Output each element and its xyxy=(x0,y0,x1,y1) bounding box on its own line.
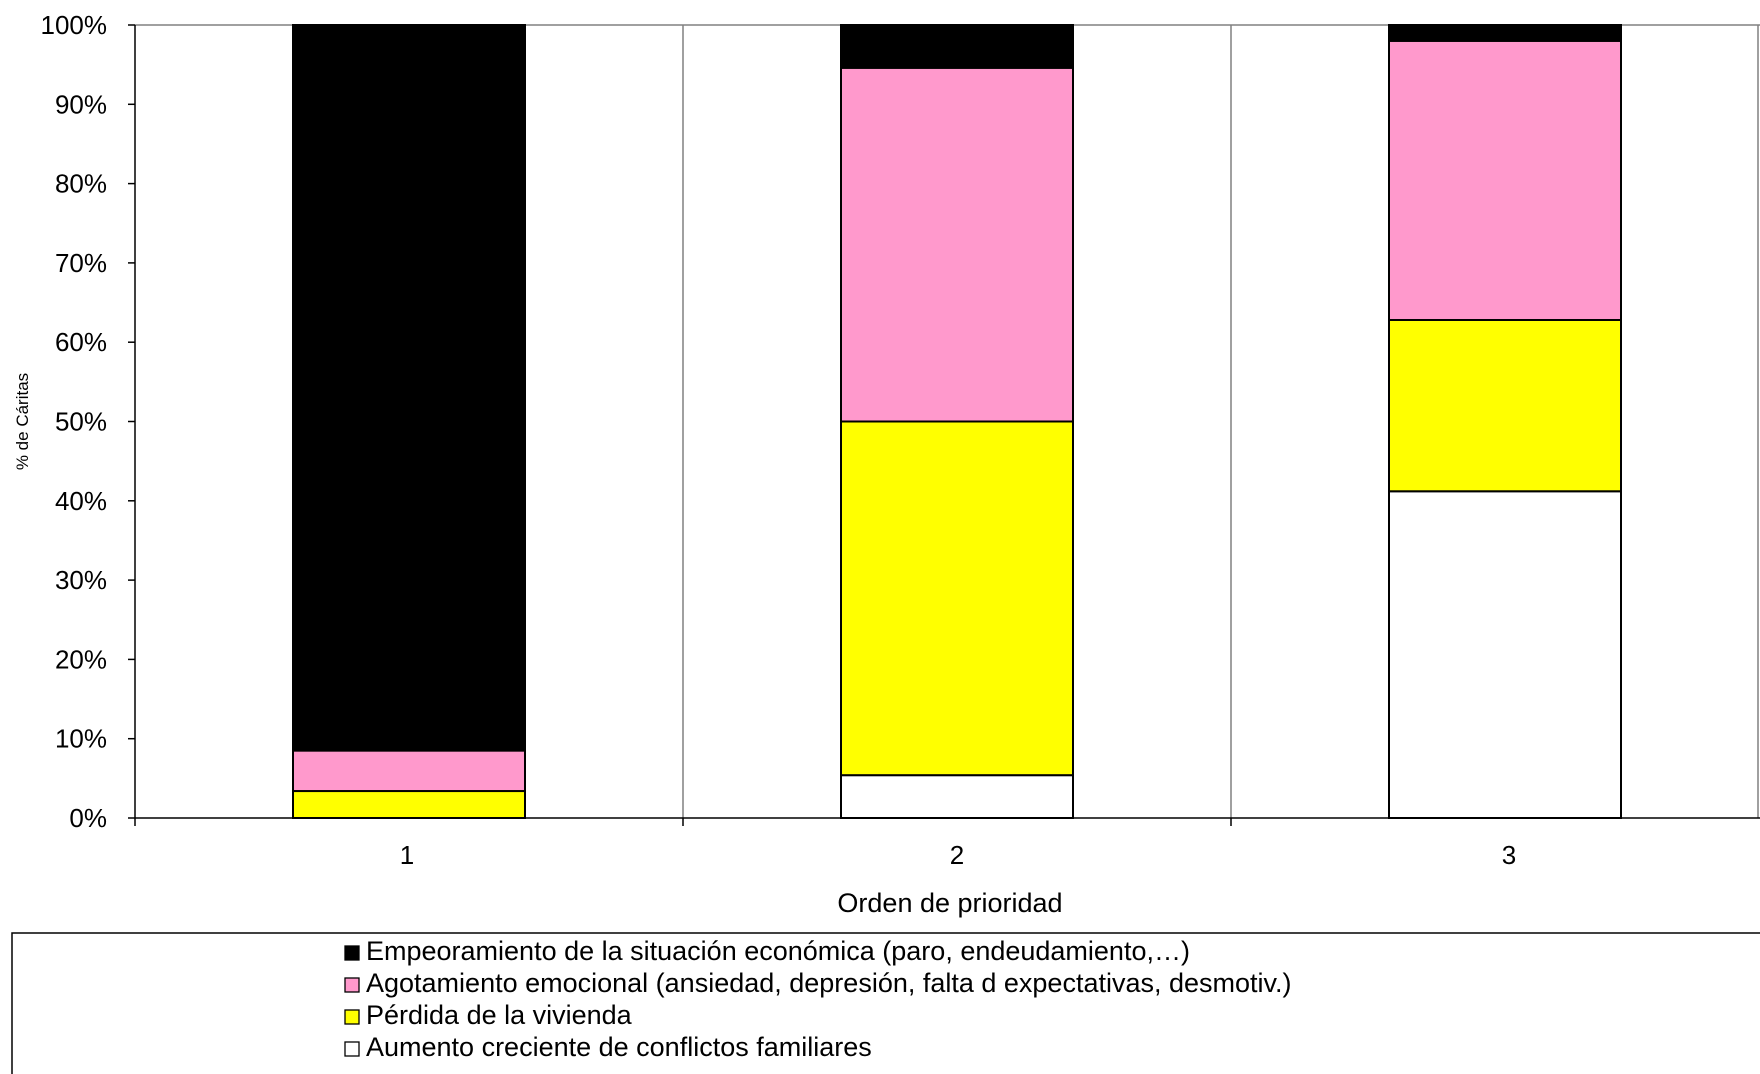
bar-segment xyxy=(292,749,526,793)
bar-segment xyxy=(840,774,1074,819)
bar-segment xyxy=(292,790,526,820)
bar-segment xyxy=(1388,490,1622,819)
legend-entry-label: Pérdida de la vivienda xyxy=(366,1000,633,1030)
x-category-label: 3 xyxy=(1502,840,1516,870)
y-axis-title: % de Cáritas xyxy=(13,373,32,470)
y-tick-label: 100% xyxy=(41,10,108,40)
legend-entry-label: Empeoramiento de la situación económica … xyxy=(366,936,1190,966)
y-tick-label: 0% xyxy=(69,803,107,833)
y-tick-label: 50% xyxy=(55,407,107,437)
x-category-label: 2 xyxy=(950,840,964,870)
y-tick-label: 90% xyxy=(55,89,107,119)
legend-swatch xyxy=(344,1009,360,1025)
x-axis-title: Orden de prioridad xyxy=(837,888,1062,918)
legend-entry-label: Agotamiento emocional (ansiedad, depresi… xyxy=(366,968,1292,998)
axes-layer xyxy=(128,24,1760,826)
y-tick-label: 40% xyxy=(55,486,107,516)
y-tick-label: 80% xyxy=(55,169,107,199)
y-tick-label: 20% xyxy=(55,644,107,674)
y-tick-label: 70% xyxy=(55,248,107,278)
labels-layer: 0% 10% 20% 30% 40% 50% 60% 70% 80% 90% 100% 1 2 3 xyxy=(41,10,1517,870)
x-category-label: 1 xyxy=(400,840,414,870)
legend-entry-label: Aumento creciente de conflictos familiar… xyxy=(366,1032,872,1062)
bar-segment xyxy=(840,420,1074,777)
legend-swatch xyxy=(344,1041,360,1057)
bar-segment xyxy=(1388,39,1622,321)
legend-swatch xyxy=(344,977,360,993)
bars-layer xyxy=(292,24,1622,820)
bar-segment xyxy=(1388,318,1622,493)
y-tick-label: 10% xyxy=(55,724,107,754)
bar-segment xyxy=(840,66,1074,423)
bar-segment xyxy=(292,24,526,752)
y-tick-label: 30% xyxy=(55,565,107,595)
legend-swatch xyxy=(344,945,360,961)
legend-box xyxy=(11,932,1760,1074)
legend: Empeoramiento de la situación económica … xyxy=(11,932,1760,1074)
bar-segment xyxy=(840,24,1074,69)
bar-segment xyxy=(1388,24,1622,42)
y-tick-label: 60% xyxy=(55,327,107,357)
